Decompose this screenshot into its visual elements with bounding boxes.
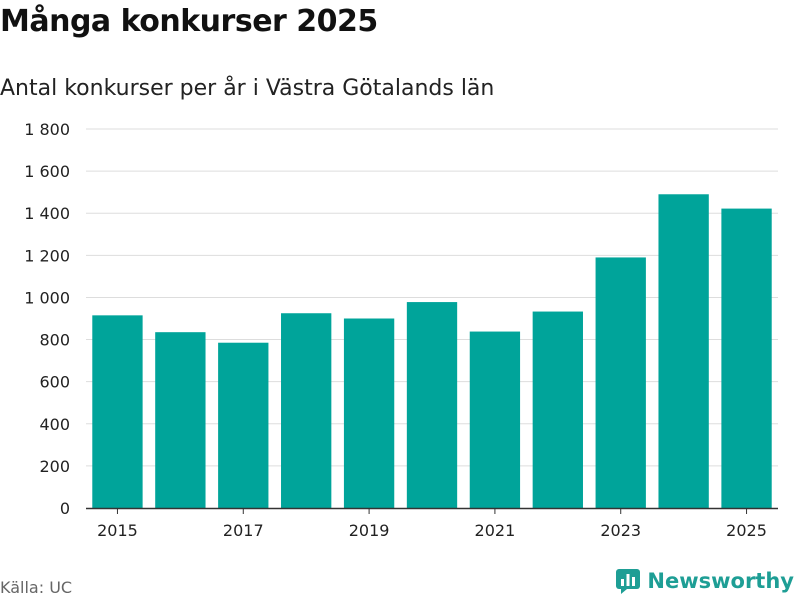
y-tick-label: 1 600	[24, 162, 70, 181]
x-axis	[86, 507, 778, 514]
y-tick-label: 1 400	[24, 204, 70, 223]
y-tick-label: 600	[39, 373, 70, 392]
y-tick-label: 200	[39, 457, 70, 476]
bar-2017[interactable]	[218, 342, 269, 508]
bar-2019[interactable]	[343, 318, 395, 509]
y-tick-label: 400	[39, 415, 70, 434]
bar-2023[interactable]	[595, 257, 646, 508]
y-tick-label: 1 800	[24, 120, 70, 139]
bar-2016[interactable]	[155, 332, 206, 508]
bar-2022[interactable]	[532, 311, 583, 508]
x-axis-ticks: 2015 2017 2019 2021 2023 2025	[97, 521, 767, 540]
x-tick-label: 2021	[475, 521, 516, 540]
x-tick-label: 2025	[726, 521, 767, 540]
chart-title: Många konkurser 2025	[0, 4, 378, 39]
x-tick-label: 2015	[97, 521, 138, 540]
bar-2025[interactable]	[721, 208, 772, 508]
bar-2024[interactable]	[658, 194, 709, 508]
chart-subtitle: Antal konkurser per år i Västra Götaland…	[0, 76, 495, 101]
y-axis-ticks: 0 200 400 600 800 1 000 1 200 1 400 1 600 1 800	[24, 120, 70, 518]
bar-2018[interactable]	[281, 313, 332, 508]
bar-2021[interactable]	[469, 331, 521, 508]
newsworthy-logo-icon	[616, 569, 641, 594]
bar-2020[interactable]	[406, 302, 458, 508]
bars	[92, 194, 772, 509]
bar-2015[interactable]	[92, 315, 143, 508]
x-tick-label: 2023	[600, 521, 641, 540]
x-tick-label: 2017	[223, 521, 264, 540]
y-tick-label: 1 200	[24, 246, 70, 265]
source-note: Källa: UC	[0, 578, 73, 597]
brand-logo[interactable]: Newsworthy	[615, 568, 794, 594]
y-tick-label: 1 000	[24, 288, 70, 307]
y-tick-label: 800	[39, 331, 70, 350]
y-tick-label: 0	[60, 499, 70, 518]
x-tick-label: 2019	[349, 521, 390, 540]
brand-name: Newsworthy	[647, 569, 794, 593]
